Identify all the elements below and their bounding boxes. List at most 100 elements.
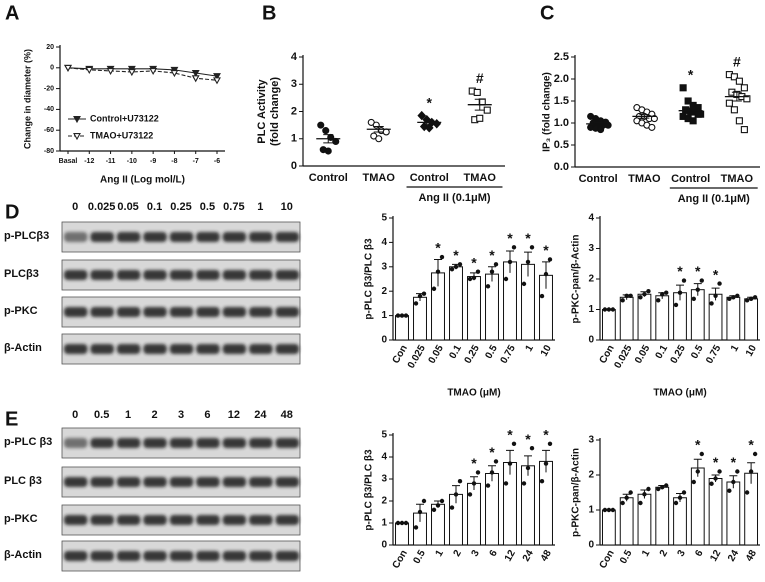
point [650,115,658,123]
point [213,73,221,81]
blot-band [90,232,114,242]
blot-band [116,270,141,280]
bar [503,462,517,546]
point [475,470,481,475]
significance-label: * [713,454,719,470]
x-tick-label: 1 [640,548,653,559]
point [713,476,718,481]
point [473,88,481,96]
significance-label: * [471,455,477,471]
point [503,481,509,486]
point [752,451,758,457]
blot-band [90,270,114,280]
x-tick-label: TMAO [721,173,754,185]
series-line [67,67,218,77]
point [748,296,754,302]
point [543,271,549,277]
y-tick-label: 2 [381,286,387,297]
lane-label: 24 [254,409,267,421]
bar [467,276,481,341]
lane-label: 0.5 [200,201,215,213]
x-tick-label: 24 [521,548,536,564]
blot-band [169,344,194,354]
point [471,275,477,280]
x-tick-label: Control [579,173,618,185]
significance-label: * [748,437,754,453]
point [525,259,531,265]
x-tick-label: 2 [658,548,671,559]
x-tick-label: 1 [729,343,742,354]
point [476,114,484,122]
error-bar [488,266,496,282]
point [606,307,612,312]
blot-band [64,515,88,525]
legend-label: Control+U73122 [90,113,159,123]
y-tick-label: 0 [50,65,54,72]
y-tick-label: 2 [588,470,594,481]
blot-band [169,477,194,487]
x-tick-label: -12 [84,158,94,165]
point [731,295,736,300]
y-axis-title: PLC Activity [256,78,268,143]
row-label: p-PKC [4,513,38,525]
x-tick-label: 48 [539,548,554,564]
x-tick-label: TMAO [363,172,396,184]
blot-band [249,551,273,561]
lane-label: 0.25 [170,201,191,213]
point [435,269,441,274]
y-tick-label: 1 [381,518,387,529]
y-tick-label: 2 [588,274,594,285]
point [413,525,419,530]
x-tick-label: 0.1 [447,343,464,361]
blot-band [222,232,247,242]
significance-label: * [543,242,549,258]
point [483,106,491,114]
point [539,479,545,484]
point [717,281,722,286]
point [677,495,683,500]
lane-label: 3 [178,409,184,421]
lane-label: 6 [204,409,210,421]
point [471,481,477,486]
point [399,313,405,318]
y-tick-label: 1 [291,133,297,145]
x-tick-label: 24 [726,548,741,564]
significance-label: * [507,230,513,246]
point [449,505,455,510]
blot-band [275,477,299,487]
x-tick-label: Con [598,548,617,570]
x-tick-label: 48 [744,548,759,564]
row-label: PLCβ3 [4,268,39,280]
row-label: β-Actin [4,549,42,561]
point [507,461,513,466]
y-tick-label: 3 [588,243,594,254]
bar [637,293,652,341]
blot-band [275,551,299,561]
point [435,503,441,508]
point [727,488,732,493]
point [717,469,722,474]
blot-band [249,232,273,242]
blot-band [196,477,220,487]
error-bar [593,122,604,126]
significance-label: * [695,437,701,453]
y-tick-label: 2.5 [554,51,569,63]
x-tick-label: 1 [434,548,447,559]
point [691,479,696,485]
blot-band [249,344,273,354]
lane-label: 0.025 [88,201,116,213]
point [725,99,733,107]
blot-band [275,270,299,280]
point [317,121,325,129]
point [730,106,738,114]
significance-label: * [471,254,477,270]
bar [449,266,463,341]
point [439,498,445,504]
blot-band [169,307,194,317]
y-tick-label: 4 [381,452,387,463]
point [413,301,419,306]
x-tick-label: 0.1 [654,343,671,361]
blot-band [249,477,273,487]
blot-band [196,270,220,280]
blot-band [64,344,88,354]
